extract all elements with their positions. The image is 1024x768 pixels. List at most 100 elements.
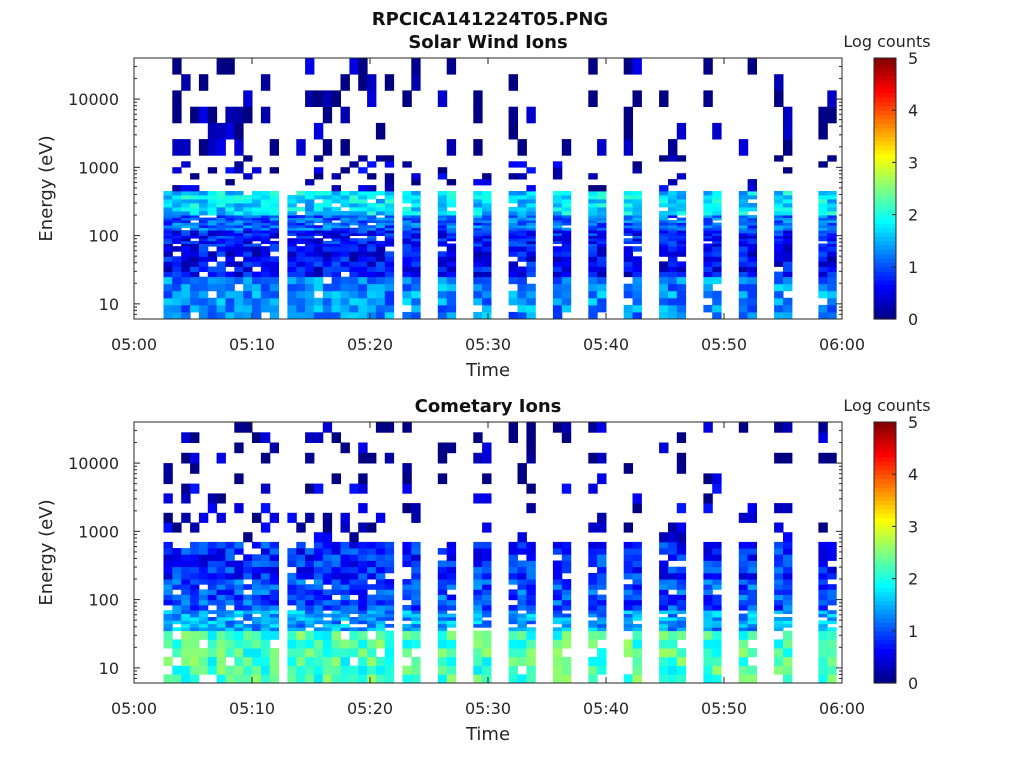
heatmap-cell bbox=[216, 238, 226, 242]
heatmap-cell bbox=[659, 442, 669, 454]
heatmap-cell bbox=[190, 246, 200, 252]
heatmap-cell bbox=[774, 623, 784, 628]
heatmap-cell bbox=[482, 493, 492, 504]
heatmap-cell bbox=[774, 256, 784, 262]
heatmap-cell bbox=[818, 266, 828, 272]
heatmap-cell bbox=[172, 674, 182, 684]
heatmap-cell bbox=[703, 613, 713, 618]
colorbar-segment bbox=[874, 435, 896, 440]
heatmap-cell bbox=[482, 246, 492, 252]
colorbar-segment bbox=[874, 500, 896, 506]
heatmap-cell bbox=[517, 227, 527, 231]
heatmap-cell bbox=[216, 623, 226, 628]
heatmap-cell bbox=[517, 560, 527, 568]
heatmap-cell bbox=[738, 623, 749, 628]
heatmap-cell bbox=[659, 251, 669, 257]
heatmap-cell bbox=[181, 452, 191, 464]
heatmap-cell bbox=[526, 560, 536, 568]
heatmap-cell bbox=[473, 230, 483, 234]
heatmap-cell bbox=[526, 238, 536, 242]
heatmap-cell bbox=[181, 594, 191, 601]
heatmap-cell bbox=[296, 627, 306, 632]
heatmap-cell bbox=[225, 283, 235, 292]
x-tick-label: 05:10 bbox=[229, 335, 275, 354]
heatmap-cell bbox=[437, 610, 448, 614]
heatmap-cell bbox=[358, 203, 368, 208]
heatmap-cell bbox=[659, 589, 669, 595]
heatmap-cell bbox=[207, 243, 218, 247]
heatmap-cell bbox=[287, 232, 297, 236]
heatmap-cell bbox=[260, 599, 271, 606]
colorbar-frame bbox=[873, 57, 897, 320]
heatmap-cell bbox=[783, 283, 793, 292]
heatmap-cell bbox=[207, 311, 218, 320]
heatmap-cell bbox=[349, 483, 359, 494]
heatmap-cell bbox=[508, 207, 518, 212]
colorbar-segment bbox=[874, 439, 896, 445]
heatmap-cell bbox=[358, 207, 368, 212]
y-tick-label: 1000 bbox=[78, 522, 119, 541]
heatmap-cell bbox=[473, 594, 483, 601]
heatmap-cell bbox=[367, 648, 377, 658]
heatmap-cell bbox=[623, 648, 633, 658]
heatmap-cell bbox=[783, 199, 793, 204]
heatmap-cell bbox=[676, 605, 687, 611]
colorbar-segment bbox=[874, 62, 896, 68]
heatmap-cell bbox=[473, 195, 483, 200]
heatmap-cell bbox=[260, 503, 271, 514]
heatmap-cell bbox=[340, 594, 350, 601]
heatmap-cell bbox=[482, 238, 492, 242]
heatmap-cell bbox=[172, 232, 182, 236]
heatmap-cell bbox=[668, 246, 678, 252]
heatmap-cell bbox=[375, 594, 386, 601]
heatmap-cell bbox=[473, 232, 483, 236]
heatmap-cell bbox=[517, 220, 527, 223]
heatmap-cell bbox=[411, 283, 421, 292]
heatmap-cell bbox=[561, 483, 572, 494]
heatmap-cell bbox=[190, 185, 200, 192]
heatmap-cell bbox=[243, 243, 253, 247]
heatmap-cell bbox=[783, 548, 793, 555]
heatmap-cell bbox=[181, 256, 191, 262]
heatmap-cell bbox=[349, 215, 359, 218]
heatmap-cell bbox=[482, 222, 492, 226]
heatmap-cell bbox=[349, 627, 359, 632]
heatmap-cell bbox=[225, 195, 235, 200]
heatmap-cell bbox=[172, 627, 182, 632]
heatmap-cell bbox=[482, 173, 492, 180]
heatmap-cell bbox=[313, 630, 324, 640]
heatmap-cell bbox=[446, 304, 457, 313]
heatmap-cell bbox=[402, 548, 412, 555]
heatmap-cell bbox=[225, 572, 235, 580]
heatmap-cell bbox=[482, 452, 492, 464]
heatmap-cell bbox=[526, 297, 536, 306]
heatmap-cell bbox=[216, 243, 226, 247]
heatmap-cell bbox=[322, 656, 333, 666]
heatmap-cell bbox=[243, 627, 253, 632]
heatmap-cell bbox=[668, 243, 678, 247]
heatmap-cell bbox=[402, 473, 412, 485]
heatmap-cell bbox=[322, 220, 333, 223]
heatmap-cell bbox=[517, 304, 527, 313]
heatmap-cell bbox=[712, 232, 722, 236]
heatmap-cell bbox=[172, 584, 182, 590]
heatmap-cell bbox=[181, 203, 191, 208]
heatmap-cell bbox=[207, 251, 218, 257]
heatmap-cell bbox=[181, 240, 191, 244]
heatmap-cell bbox=[190, 610, 200, 614]
heatmap-cell bbox=[818, 452, 828, 464]
heatmap-cell bbox=[190, 630, 200, 640]
heatmap-cell bbox=[738, 217, 749, 221]
heatmap-cell bbox=[623, 238, 633, 242]
heatmap-cell bbox=[774, 594, 784, 601]
heatmap-cell bbox=[738, 227, 749, 231]
heatmap-cell bbox=[287, 261, 297, 267]
heatmap-cell bbox=[216, 560, 226, 568]
heatmap-cell bbox=[331, 304, 341, 313]
heatmap-cell bbox=[517, 584, 527, 590]
heatmap-cell bbox=[668, 674, 678, 684]
heatmap-cell bbox=[774, 589, 784, 595]
heatmap-cell bbox=[818, 422, 828, 433]
heatmap-cell bbox=[322, 599, 333, 606]
heatmap-cell bbox=[234, 610, 244, 614]
